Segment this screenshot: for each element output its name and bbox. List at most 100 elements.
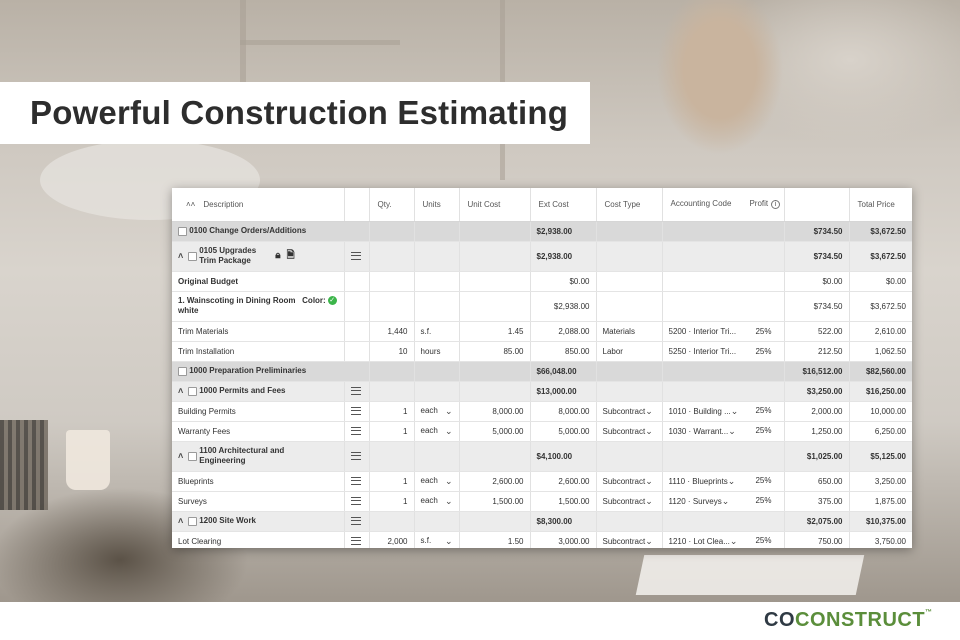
row-cost-type[interactable]: Materials bbox=[595, 321, 662, 342]
row-cost-type[interactable]: Subcontract⌄ bbox=[595, 421, 662, 442]
row-qty[interactable]: 10 bbox=[368, 341, 414, 362]
row-accounting-code[interactable]: 1030 · Warrant...⌄ 25% bbox=[661, 421, 784, 442]
row-qty[interactable]: 1 bbox=[368, 421, 414, 442]
row-accounting-code[interactable]: 1120 · Surveys⌄ 25% bbox=[661, 491, 784, 512]
row-units[interactable]: s.f. bbox=[413, 321, 459, 342]
row-accounting-code[interactable]: 5200 · Interior Tri... 25% bbox=[661, 321, 784, 342]
chevron-down-icon[interactable]: ⌄ bbox=[645, 495, 653, 506]
row-description[interactable]: ˄ 1200 Site Work bbox=[172, 511, 344, 532]
table-row-group[interactable]: 0100 Change Orders/Additions $2,938.00 $… bbox=[172, 221, 912, 242]
row-units[interactable]: each ⌄ bbox=[413, 401, 459, 422]
row-units[interactable]: each ⌄ bbox=[413, 471, 459, 492]
row-checkbox[interactable] bbox=[188, 451, 197, 461]
row-checkbox[interactable] bbox=[188, 251, 197, 261]
row-unit-cost[interactable]: 1,500.00 bbox=[458, 491, 530, 512]
row-description[interactable]: Original Budget bbox=[172, 271, 344, 292]
reorder-cell[interactable] bbox=[343, 401, 369, 422]
table-row[interactable]: Original Budget $0.00 $0.00 $0.00 bbox=[172, 271, 912, 292]
hamburger-icon[interactable] bbox=[350, 427, 361, 436]
row-cost-type[interactable]: Subcontract⌄ bbox=[595, 491, 662, 512]
hamburger-icon[interactable] bbox=[350, 537, 361, 546]
chevron-down-icon[interactable]: ⌄ bbox=[729, 535, 738, 546]
column-header-description[interactable]: ˄˄ Description bbox=[172, 188, 344, 222]
row-description[interactable]: Building Permits bbox=[172, 401, 344, 422]
chevron-down-icon[interactable]: ⌄ bbox=[645, 425, 653, 436]
row-checkbox[interactable] bbox=[178, 366, 187, 376]
chevron-down-icon[interactable]: ⌄ bbox=[721, 495, 730, 506]
reorder-cell[interactable] bbox=[343, 381, 369, 402]
table-row[interactable]: Trim Materials 1,440 s.f. 1.45 2,088.00 … bbox=[172, 321, 912, 342]
reorder-cell[interactable] bbox=[343, 471, 369, 492]
chevron-down-icon[interactable]: ⌄ bbox=[645, 405, 653, 416]
hamburger-icon[interactable] bbox=[350, 517, 361, 526]
column-header-total-price[interactable]: Total Price bbox=[848, 188, 912, 222]
reorder-cell[interactable] bbox=[343, 441, 369, 472]
row-units[interactable]: each ⌄ bbox=[413, 491, 459, 512]
row-unit-cost[interactable]: 8,000.00 bbox=[458, 401, 530, 422]
column-header-units[interactable]: Units bbox=[413, 188, 459, 222]
chevron-down-icon[interactable]: ⌄ bbox=[727, 475, 736, 486]
row-checkbox[interactable] bbox=[188, 516, 197, 526]
hamburger-icon[interactable] bbox=[350, 452, 361, 461]
chevron-up-icon[interactable]: ˄ bbox=[178, 386, 184, 396]
row-description[interactable]: Blueprints bbox=[172, 471, 344, 492]
hamburger-icon[interactable] bbox=[350, 407, 361, 416]
row-units[interactable]: hours bbox=[413, 341, 459, 362]
reorder-cell[interactable] bbox=[343, 511, 369, 532]
chevron-up-icon[interactable]: ˄ bbox=[178, 516, 184, 526]
chevron-up-icon[interactable]: ˄ bbox=[178, 451, 184, 461]
table-row-subgroup[interactable]: ˄ 0105 Upgrades Trim Package 🔒︎ 🗎 $2,938.0… bbox=[172, 241, 912, 272]
row-accounting-code[interactable]: 1010 · Building ...⌄ 25% bbox=[661, 401, 784, 422]
table-row[interactable]: Building Permits 1 each ⌄ 8,000.00 8,000.… bbox=[172, 401, 912, 422]
table-row[interactable]: Warranty Fees 1 each ⌄ 5,000.00 5,000.00 … bbox=[172, 421, 912, 442]
document-icon[interactable]: 🗎 bbox=[286, 250, 295, 262]
row-units[interactable]: each ⌄ bbox=[413, 421, 459, 442]
collapse-all-icon[interactable]: ˄˄ bbox=[186, 199, 196, 209]
column-header-accounting-code[interactable]: Accounting Code Profit i bbox=[661, 188, 784, 222]
row-qty[interactable]: 1 bbox=[368, 401, 414, 422]
row-unit-cost[interactable]: 85.00 bbox=[458, 341, 530, 362]
row-unit-cost[interactable]: 5,000.00 bbox=[458, 421, 530, 442]
row-qty[interactable]: 1 bbox=[368, 471, 414, 492]
row-description[interactable]: Trim Materials bbox=[172, 321, 344, 342]
row-description[interactable]: Trim Installation bbox=[172, 341, 344, 362]
row-description[interactable]: ˄ 0105 Upgrades Trim Package 🔒︎ 🗎 bbox=[172, 241, 344, 272]
reorder-cell[interactable] bbox=[343, 241, 369, 272]
chevron-down-icon[interactable]: ⌄ bbox=[444, 535, 453, 546]
table-row[interactable]: Blueprints 1 each ⌄ 2,600.00 2,600.00 Sub… bbox=[172, 471, 912, 492]
row-description[interactable]: ˄ 1100 Architectural and Engineering bbox=[172, 441, 344, 472]
reorder-cell[interactable] bbox=[343, 531, 369, 548]
hamburger-icon[interactable] bbox=[350, 387, 361, 396]
chevron-down-icon[interactable]: ⌄ bbox=[645, 535, 653, 546]
row-unit-cost[interactable]: 1.50 bbox=[458, 531, 530, 548]
row-qty[interactable]: 2,000 bbox=[368, 531, 414, 548]
chevron-down-icon[interactable]: ⌄ bbox=[444, 475, 453, 486]
row-cost-type[interactable]: Subcontract⌄ bbox=[595, 471, 662, 492]
row-checkbox[interactable] bbox=[188, 386, 197, 396]
row-units[interactable]: s.f. ⌄ bbox=[413, 531, 459, 548]
reorder-cell[interactable] bbox=[343, 491, 369, 512]
row-cost-type[interactable]: Subcontract⌄ bbox=[595, 401, 662, 422]
hamburger-icon[interactable] bbox=[350, 497, 361, 506]
row-description[interactable]: ˄ 1000 Permits and Fees bbox=[172, 381, 344, 402]
table-row-subgroup[interactable]: ˄ 1100 Architectural and Engineering $4,… bbox=[172, 441, 912, 472]
chevron-up-icon[interactable]: ˄ bbox=[178, 251, 184, 261]
row-description[interactable]: 0100 Change Orders/Additions bbox=[172, 221, 369, 242]
row-cost-type[interactable]: Subcontract⌄ bbox=[595, 531, 662, 548]
row-checkbox[interactable] bbox=[178, 226, 187, 236]
row-cost-type[interactable]: Labor bbox=[595, 341, 662, 362]
row-accounting-code[interactable]: 1110 · Blueprints⌄ 25% bbox=[661, 471, 784, 492]
row-description[interactable]: Surveys bbox=[172, 491, 344, 512]
table-row[interactable]: Lot Clearing 2,000 s.f. ⌄ 1.50 3,000.00 S… bbox=[172, 531, 912, 548]
row-description[interactable]: Lot Clearing bbox=[172, 531, 344, 548]
row-accounting-code[interactable]: 1210 · Lot Clea...⌄ 25% bbox=[661, 531, 784, 548]
row-accounting-code[interactable]: 5250 · Interior Tri... 25% bbox=[661, 341, 784, 362]
column-header-unit-cost[interactable]: Unit Cost bbox=[458, 188, 530, 222]
table-row[interactable]: Surveys 1 each ⌄ 1,500.00 1,500.00 Subcon… bbox=[172, 491, 912, 512]
row-unit-cost[interactable]: 1.45 bbox=[458, 321, 530, 342]
table-row-group[interactable]: 1000 Preparation Preliminaries $66,048.0… bbox=[172, 361, 912, 382]
column-header-cost-type[interactable]: Cost Type bbox=[595, 188, 662, 222]
chevron-down-icon[interactable]: ⌄ bbox=[444, 425, 453, 436]
column-header-ext-cost[interactable]: Ext Cost bbox=[529, 188, 596, 222]
chevron-down-icon[interactable]: ⌄ bbox=[444, 405, 453, 416]
